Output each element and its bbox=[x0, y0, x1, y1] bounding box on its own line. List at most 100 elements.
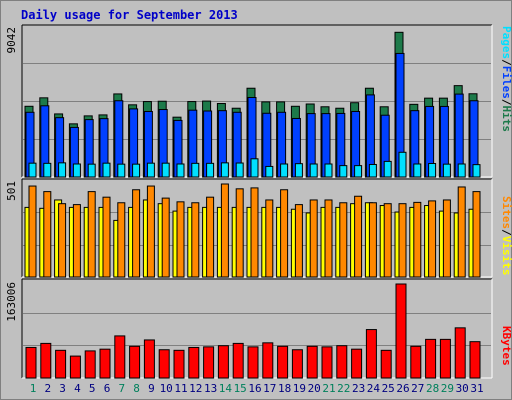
kbytes-bar-18 bbox=[277, 345, 289, 379]
day-label-17: 17 bbox=[263, 382, 276, 395]
day-label-2: 2 bbox=[44, 382, 51, 395]
pages-bar-23 bbox=[354, 165, 363, 178]
sites-bar-23 bbox=[354, 195, 363, 278]
kbytes-bar-15 bbox=[232, 342, 244, 379]
sites-bar-10 bbox=[161, 197, 170, 278]
sites-bar-27 bbox=[413, 201, 422, 278]
pages-bar-6 bbox=[102, 162, 111, 178]
pages-bar-22 bbox=[339, 165, 348, 178]
day-label-4: 4 bbox=[74, 382, 81, 395]
kbytes-bar-20 bbox=[306, 345, 318, 379]
right-legend-kbytes: KBytes bbox=[500, 326, 512, 366]
pages-bar-29 bbox=[442, 163, 451, 178]
right-legend-hits: Pages/Files/Hits bbox=[500, 26, 512, 132]
pages-bar-17 bbox=[265, 165, 274, 178]
pages-bar-13 bbox=[206, 162, 215, 178]
day-label-13: 13 bbox=[204, 382, 217, 395]
kbytes-bar-1 bbox=[25, 346, 37, 379]
kbytes-bar-14 bbox=[217, 345, 229, 379]
sites-bar-14 bbox=[220, 183, 229, 278]
kbytes-bar-9 bbox=[143, 339, 155, 379]
day-label-30: 30 bbox=[456, 382, 469, 395]
right-legend-visits-part-3: Visits bbox=[500, 236, 512, 276]
kbytes-bar-22 bbox=[336, 345, 348, 379]
kbytes-bar-6 bbox=[99, 348, 111, 379]
pages-bar-20 bbox=[309, 163, 318, 178]
day-label-28: 28 bbox=[426, 382, 439, 395]
kbytes-bar-13 bbox=[203, 346, 215, 379]
day-label-24: 24 bbox=[367, 382, 381, 395]
pages-bar-27 bbox=[413, 163, 422, 178]
pages-bar-2 bbox=[43, 162, 52, 178]
day-label-6: 6 bbox=[104, 382, 111, 395]
kbytes-bar-25 bbox=[380, 349, 392, 379]
sites-bar-2 bbox=[43, 191, 52, 278]
sites-bar-4 bbox=[72, 204, 81, 278]
sites-bar-12 bbox=[191, 202, 200, 278]
sites-bar-20 bbox=[309, 199, 318, 278]
right-legend-visits-part-1: Sites bbox=[500, 196, 512, 229]
pages-bar-9 bbox=[146, 162, 155, 178]
sites-bar-22 bbox=[339, 202, 348, 278]
kbytes-bar-8 bbox=[129, 345, 141, 379]
sites-bar-29 bbox=[442, 199, 451, 278]
kbytes-bar-17 bbox=[262, 342, 274, 379]
sites-bar-16 bbox=[250, 187, 259, 278]
kbytes-bar-7 bbox=[114, 335, 126, 379]
sites-bar-17 bbox=[265, 199, 274, 278]
day-label-9: 9 bbox=[148, 382, 155, 395]
right-legend-hits-part-2: / bbox=[500, 59, 512, 66]
day-label-19: 19 bbox=[293, 382, 306, 395]
sites-bar-21 bbox=[324, 199, 333, 278]
day-label-15: 15 bbox=[234, 382, 247, 395]
day-label-18: 18 bbox=[278, 382, 291, 395]
sites-bar-26 bbox=[398, 203, 407, 278]
pages-bar-24 bbox=[368, 163, 377, 178]
kbytes-bar-11 bbox=[173, 349, 185, 379]
day-label-5: 5 bbox=[89, 382, 96, 395]
right-legend-kbytes-part-1: KBytes bbox=[500, 326, 512, 366]
kbytes-ymax-label: 163006 bbox=[5, 282, 18, 322]
kbytes-bar-31 bbox=[469, 341, 481, 379]
kbytes-bar-30 bbox=[454, 327, 466, 379]
day-label-14: 14 bbox=[219, 382, 233, 395]
kbytes-bar-29 bbox=[439, 338, 451, 379]
pages-bar-31 bbox=[472, 164, 481, 178]
pages-bar-7 bbox=[117, 163, 126, 178]
pages-bar-5 bbox=[87, 163, 96, 178]
day-label-11: 11 bbox=[174, 382, 187, 395]
sites-bar-5 bbox=[87, 191, 96, 278]
pages-bar-30 bbox=[457, 163, 466, 178]
sites-bar-25 bbox=[383, 203, 392, 278]
pages-bar-19 bbox=[294, 163, 303, 178]
kbytes-bar-21 bbox=[321, 346, 333, 379]
sites-bar-8 bbox=[132, 189, 141, 278]
day-label-21: 21 bbox=[322, 382, 335, 395]
sites-bar-15 bbox=[235, 188, 244, 278]
right-legend-hits-part-3: Files bbox=[500, 66, 512, 99]
sites-bar-24 bbox=[368, 202, 377, 278]
kbytes-bar-19 bbox=[291, 349, 303, 379]
pages-bar-25 bbox=[383, 160, 392, 178]
day-label-3: 3 bbox=[59, 382, 66, 395]
pages-bar-8 bbox=[132, 163, 141, 178]
pages-bar-1 bbox=[28, 162, 37, 178]
sites-bar-11 bbox=[176, 201, 185, 278]
day-label-31: 31 bbox=[470, 382, 483, 395]
sites-bar-31 bbox=[472, 191, 481, 278]
kbytes-bar-23 bbox=[351, 348, 363, 379]
day-label-23: 23 bbox=[352, 382, 365, 395]
sites-bar-30 bbox=[457, 186, 466, 278]
pages-bar-28 bbox=[428, 163, 437, 178]
pages-bar-26 bbox=[398, 151, 407, 178]
kbytes-bar-4 bbox=[69, 355, 81, 379]
day-label-27: 27 bbox=[411, 382, 424, 395]
sites-bar-9 bbox=[146, 185, 155, 278]
pages-bar-11 bbox=[176, 163, 185, 178]
pages-bar-4 bbox=[72, 163, 81, 178]
right-legend-hits-part-4: / bbox=[500, 99, 512, 106]
kbytes-bar-5 bbox=[84, 350, 96, 379]
pages-bar-16 bbox=[250, 158, 259, 178]
day-label-10: 10 bbox=[160, 382, 173, 395]
